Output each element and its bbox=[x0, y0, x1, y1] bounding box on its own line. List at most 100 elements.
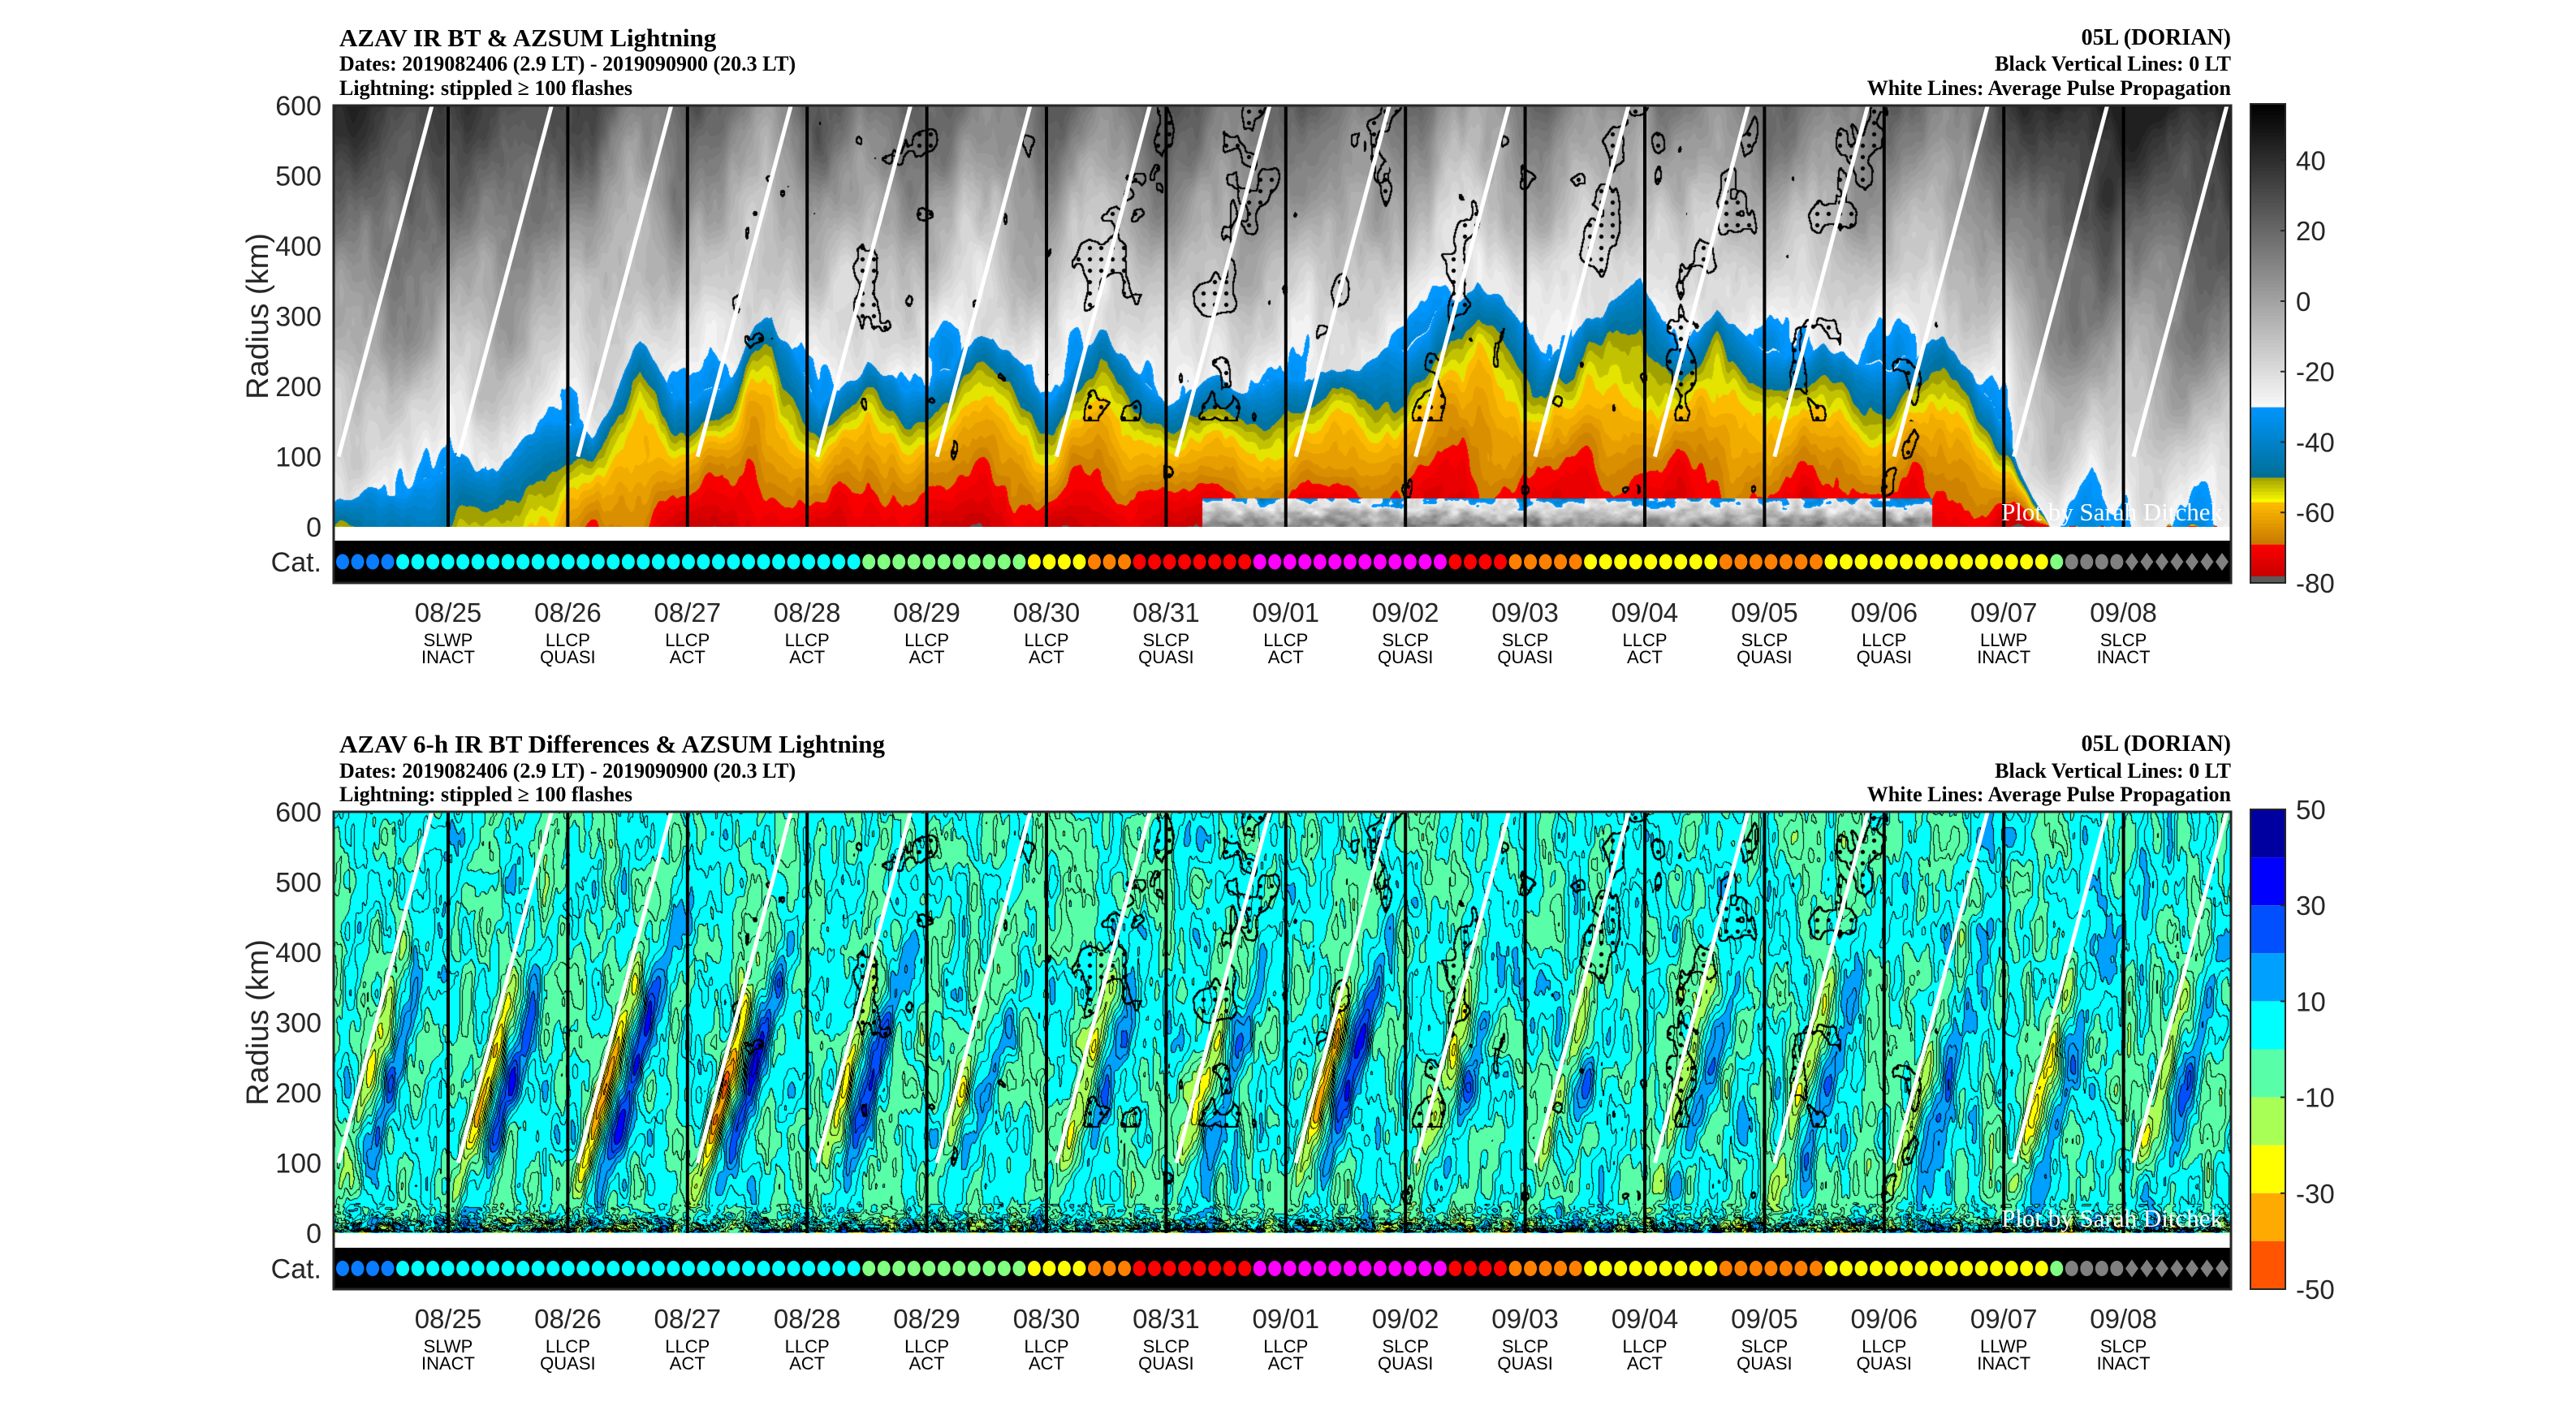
colorbar-swatch bbox=[2250, 523, 2285, 528]
x-tick-date: 09/03 bbox=[1491, 597, 1559, 628]
pulse-propagation-line bbox=[455, 811, 554, 1164]
category-dot bbox=[1328, 554, 1342, 570]
colorbar-swatch bbox=[2250, 178, 2285, 183]
category-dot bbox=[1133, 1261, 1146, 1276]
category-dot bbox=[2095, 1261, 2108, 1276]
colorbar-swatch bbox=[2250, 529, 2285, 534]
colorbar-swatch bbox=[2250, 554, 2285, 559]
category-dot bbox=[1027, 1261, 1041, 1276]
category-dot bbox=[697, 554, 710, 570]
category-diamond bbox=[2216, 553, 2229, 571]
category-dot bbox=[1388, 554, 1402, 570]
category-dot bbox=[471, 1261, 485, 1276]
colorbar-swatch bbox=[2250, 477, 2285, 481]
category-dot bbox=[997, 1261, 1011, 1276]
colorbar-swatch bbox=[2250, 332, 2285, 337]
colorbar-swatch bbox=[2250, 386, 2285, 390]
category-diamond bbox=[2155, 553, 2168, 571]
colorbar-swatch bbox=[2250, 491, 2285, 496]
category-dot bbox=[441, 1261, 455, 1276]
category-dot bbox=[892, 554, 906, 570]
bottom-panel-dates: Dates: 2019082406 (2.9 LT) - 2019090900 … bbox=[339, 759, 796, 783]
x-tick-activity: QUASI bbox=[1857, 1353, 1912, 1374]
colorbar-swatch bbox=[2250, 125, 2285, 129]
x-tick-activity: INACT bbox=[1977, 647, 2030, 667]
category-diamond bbox=[2125, 1259, 2138, 1278]
colorbar-swatch bbox=[2250, 149, 2285, 154]
bottom-panel-title: AZAV 6-h IR BT Differences & AZSUM Light… bbox=[339, 730, 886, 758]
category-dot bbox=[621, 554, 635, 570]
x-tick-structure: LLCP bbox=[785, 630, 830, 650]
pulse-propagation-line bbox=[695, 811, 793, 1164]
category-dot bbox=[727, 1261, 740, 1276]
x-tick-structure: LLCP bbox=[665, 1336, 710, 1357]
category-dot bbox=[862, 1261, 876, 1276]
category-dot bbox=[561, 1261, 575, 1276]
x-tick-activity: ACT bbox=[789, 1353, 825, 1374]
colorbar-tick-label: 50 bbox=[2296, 795, 2326, 825]
x-tick-structure: LLCP bbox=[1862, 630, 1906, 650]
category-bar bbox=[334, 1248, 2231, 1289]
x-tick-date: 08/29 bbox=[893, 597, 960, 628]
zero-strip bbox=[334, 527, 2231, 541]
category-dot bbox=[456, 554, 470, 570]
category-dot bbox=[1238, 554, 1252, 570]
x-tick-date: 09/02 bbox=[1372, 1304, 1439, 1334]
category-dot bbox=[967, 554, 981, 570]
colorbar: 50 30 10 -10 -30 -50 bbox=[2250, 795, 2335, 1305]
colorbar-swatch bbox=[2250, 213, 2285, 218]
colorbar-swatch bbox=[2250, 304, 2285, 309]
category-dot bbox=[1298, 1261, 1312, 1276]
x-tick-structure: SLCP bbox=[1741, 1336, 1788, 1357]
colorbar-swatch bbox=[2250, 205, 2285, 210]
category-dot bbox=[1403, 1261, 1417, 1276]
x-tick-structure: SLCP bbox=[1382, 630, 1428, 650]
x-tick-structure: LLCP bbox=[785, 1336, 830, 1357]
x-tick-structure: LLWP bbox=[1980, 1336, 2027, 1357]
pulse-propagation-line bbox=[1772, 105, 1871, 458]
colorbar-swatch bbox=[2250, 455, 2285, 460]
colorbar-swatch bbox=[2250, 107, 2285, 112]
colorbar-swatch bbox=[2250, 466, 2285, 471]
category-bar bbox=[334, 541, 2231, 583]
bottom-panel: Plot by Sarah Ditchek 0 100 200 300 400 500 600… bbox=[241, 795, 2335, 1374]
x-tick-structure: SLWP bbox=[424, 1336, 473, 1357]
category-dot bbox=[1599, 554, 1612, 570]
colorbar-swatch bbox=[2250, 347, 2285, 352]
pulse-propagation-line bbox=[1293, 811, 1392, 1164]
category-dot bbox=[1102, 1261, 1116, 1276]
category-dot bbox=[1840, 554, 1853, 570]
category-dot bbox=[2065, 554, 2078, 570]
category-dot bbox=[922, 1261, 936, 1276]
colorbar-swatch bbox=[2250, 184, 2285, 189]
category-diamond bbox=[2140, 553, 2154, 571]
x-tick-date: 08/27 bbox=[654, 597, 722, 628]
colorbar-swatch bbox=[2250, 104, 2285, 108]
category-dot bbox=[1088, 554, 1101, 570]
category-dot bbox=[1478, 1261, 1492, 1276]
top-panel: Plot by Sarah Ditchek0100200300400500600… bbox=[241, 91, 2335, 667]
x-tick-activity: ACT bbox=[1268, 647, 1304, 667]
category-dot bbox=[667, 554, 680, 570]
category-dot bbox=[742, 554, 756, 570]
category-dot bbox=[1944, 1261, 1958, 1276]
x-tick-structure: SLCP bbox=[2100, 630, 2147, 650]
category-dot bbox=[366, 554, 380, 570]
category-dot bbox=[351, 554, 365, 570]
category-dot bbox=[1253, 554, 1266, 570]
category-dot bbox=[1930, 1261, 1944, 1276]
category-dot bbox=[1072, 554, 1086, 570]
category-dot bbox=[832, 1261, 846, 1276]
x-tick-date: 08/28 bbox=[774, 1304, 841, 1334]
category-dot bbox=[877, 1261, 891, 1276]
category-dot bbox=[1674, 1261, 1688, 1276]
category-dot bbox=[787, 1261, 800, 1276]
category-dot bbox=[396, 554, 410, 570]
colorbar-swatch bbox=[2250, 809, 2285, 858]
x-tick-activity: QUASI bbox=[1737, 1353, 1792, 1374]
category-dot bbox=[787, 554, 800, 570]
colorbar-frame bbox=[2250, 103, 2286, 584]
colorbar-swatch bbox=[2250, 343, 2285, 347]
category-dot bbox=[681, 554, 695, 570]
